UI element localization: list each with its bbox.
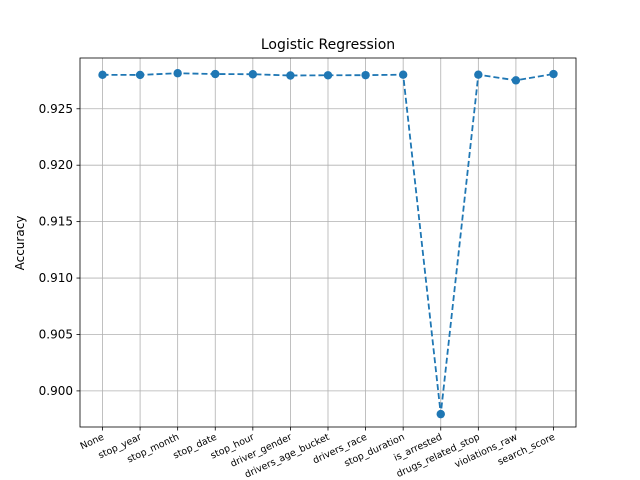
y-tick-label: 0.900 xyxy=(39,384,73,398)
data-point xyxy=(549,69,558,79)
data-point xyxy=(511,76,521,85)
plot-frame xyxy=(79,57,577,428)
y-ticks: 0.900 0.905 0.910 0.915 0.920 0.925 xyxy=(39,102,80,398)
data-point xyxy=(323,71,333,80)
data-point xyxy=(98,70,107,80)
y-tick-label: 0.925 xyxy=(39,102,73,116)
series-layer xyxy=(98,69,558,419)
data-point xyxy=(135,70,145,80)
data-point xyxy=(474,70,483,79)
grid xyxy=(80,58,576,427)
x-ticks: Nonestop_yearstop_monthstop_datestop_hou… xyxy=(79,427,557,480)
data-point xyxy=(361,70,370,80)
y-tick-label: 0.905 xyxy=(39,327,73,341)
y-axis-label: Accuracy xyxy=(13,216,27,271)
data-point xyxy=(398,70,408,79)
y-tick-label: 0.910 xyxy=(39,271,73,285)
data-point xyxy=(211,69,220,79)
data-point xyxy=(248,70,258,79)
data-point xyxy=(436,409,445,419)
y-tick-label: 0.915 xyxy=(39,215,73,229)
data-point xyxy=(286,71,295,80)
data-point xyxy=(173,69,182,78)
y-tick-label: 0.920 xyxy=(39,158,73,172)
chart-title: Logistic Regression xyxy=(261,37,395,53)
